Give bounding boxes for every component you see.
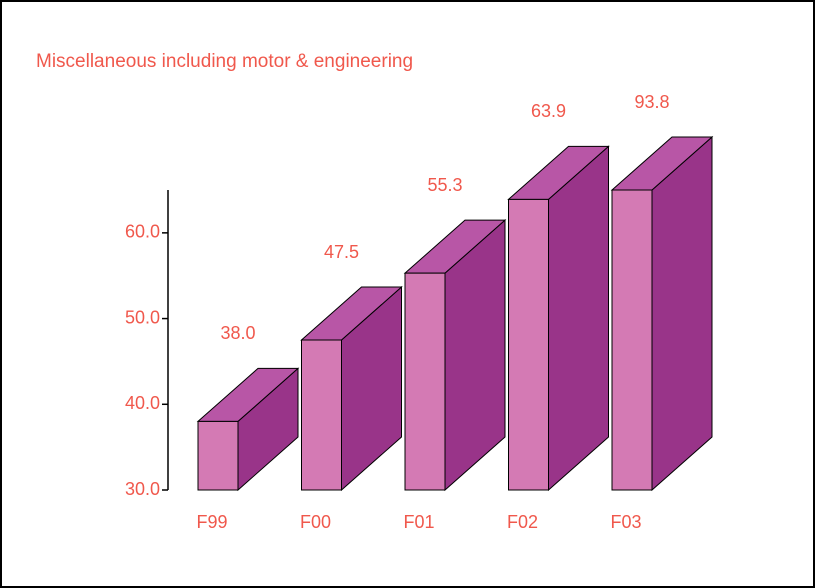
bar	[301, 339, 342, 491]
value-label: 47.5	[324, 242, 359, 262]
bar	[197, 420, 239, 491]
x-tick-label: F02	[507, 512, 538, 532]
x-tick-label: F01	[403, 512, 434, 532]
value-label: 55.3	[427, 175, 462, 195]
y-tick-label: 50.0	[125, 307, 160, 327]
bar-side	[651, 135, 713, 492]
y-tick-label: 30.0	[125, 479, 160, 499]
bar	[508, 198, 549, 491]
value-label: 93.8	[634, 92, 669, 112]
chart-title: Miscellaneous including motor & engineer…	[36, 51, 413, 72]
x-tick-label: F00	[300, 512, 331, 532]
value-label: 63.9	[531, 101, 566, 121]
value-label: 38.0	[220, 323, 255, 343]
bar	[611, 189, 653, 491]
y-tick-label: 60.0	[125, 222, 160, 242]
bar-side	[548, 145, 609, 492]
bar	[404, 272, 446, 491]
y-tick-label: 40.0	[125, 393, 160, 413]
x-tick-label: F99	[196, 512, 227, 532]
x-tick-label: F03	[610, 512, 641, 532]
